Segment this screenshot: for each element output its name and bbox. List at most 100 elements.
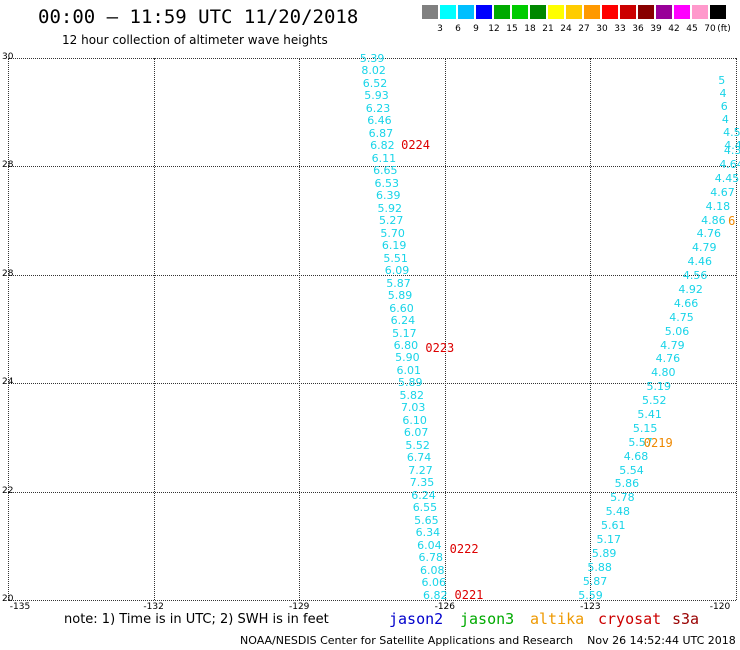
lat-tick-label: 28 (2, 160, 14, 171)
wave-height-value: 5.87 (386, 276, 411, 290)
wave-height-value: 4.56 (682, 269, 708, 283)
wave-height-value: 5.06 (664, 324, 690, 338)
legend-tick-label: 12 (488, 24, 500, 34)
wave-height-value: 6.52 (362, 76, 388, 90)
wave-height-value: 5.52 (641, 394, 667, 408)
legend-swatch (494, 5, 510, 19)
wave-height-value: 6.46 (367, 114, 392, 128)
lat-gridline (8, 383, 736, 385)
wave-height-value: 6.34 (415, 526, 441, 540)
wave-height-value: 6.65 (373, 164, 398, 178)
wave-height-value: 6.82 (422, 588, 448, 602)
wave-height-value: 5.89 (591, 546, 617, 560)
lat-gridline (8, 58, 736, 59)
wave-height-value: 5.27 (378, 214, 404, 228)
legend-swatch (548, 5, 564, 19)
lat-tick-label: 28 (2, 268, 14, 279)
wave-height-value: 5.65 (414, 513, 439, 527)
wave-height-value: 5.54 (619, 463, 644, 477)
lon-tick-label: -135 (9, 602, 31, 612)
wave-height-value: 4.92 (678, 283, 703, 297)
wave-height-value: 4.67 (710, 185, 735, 199)
pass-time-label: 0221 (454, 587, 484, 602)
pass-time-label: 0224 (401, 137, 431, 152)
wave-height-value: 5.17 (392, 326, 417, 340)
wave-height-value: 4 (719, 86, 727, 100)
lon-tick-label: -123 (580, 602, 601, 612)
wave-height-value: 6.11 (371, 151, 397, 165)
legend-tick-label: 45 (686, 24, 698, 34)
wave-height-value: 4.80 (651, 366, 676, 380)
wave-height-value: 6.78 (418, 551, 444, 565)
legend-tick-label: 18 (524, 24, 536, 34)
lon-tick-label: -129 (288, 602, 310, 612)
legend-tick-label: 9 (473, 24, 479, 34)
wave-height-value: 6.55 (412, 501, 438, 515)
legend-swatch (674, 5, 690, 19)
lon-tick-label: -120 (709, 602, 731, 612)
wave-height-value: 5.88 (587, 560, 612, 574)
lat-gridline (8, 274, 736, 276)
legend-tick-label: 39 (650, 24, 662, 34)
legend-tick-label: 3 (437, 24, 443, 34)
pass-time-label: 6 (728, 213, 736, 228)
lon-gridline (736, 58, 737, 600)
wave-height-value: 5.15 (632, 421, 658, 435)
wave-height-value: 6.39 (376, 189, 401, 203)
legend-swatch (458, 5, 474, 19)
wave-height-value: 4.76 (696, 227, 722, 241)
legend-tick-label: 6 (455, 24, 461, 34)
wave-height-value: 7.27 (408, 463, 433, 477)
wave-height-value: 4.75 (669, 310, 694, 324)
wave-height-value: 6.07 (403, 426, 429, 440)
wave-height-value: 6.60 (389, 301, 414, 315)
map-title: 00:00 – 11:59 UTC 11/20/2018 (38, 6, 359, 28)
wave-height-value: 5.92 (377, 201, 402, 215)
legend-swatch (638, 5, 654, 19)
wave-height-value: 5.51 (383, 251, 408, 265)
legend-tick-label: 33 (614, 24, 626, 34)
wave-height-value: 5.48 (605, 505, 631, 519)
legend-swatch (602, 5, 618, 19)
wave-height-value: 5.87 (582, 574, 608, 588)
wave-height-value: 6.53 (374, 176, 400, 190)
wave-height-value: 4.76 (655, 352, 681, 366)
wave-height-value: 5.52 (405, 438, 430, 452)
wave-height-value: 5 (718, 73, 726, 87)
lon-gridline (444, 58, 446, 600)
legend-swatch (710, 5, 726, 19)
legend-swatch (584, 5, 600, 19)
legend-tick-label: 70 (704, 24, 716, 34)
wave-height-value: 5.86 (614, 477, 640, 491)
lat-gridline (8, 166, 736, 168)
wave-height-value: 4.66 (673, 296, 699, 310)
wave-height-value: 7.03 (400, 401, 426, 415)
wave-height-value: 5.89 (398, 376, 423, 390)
wave-height-value: 4.64 (719, 158, 740, 172)
legend-swatch (566, 5, 582, 19)
wave-height-value: 5.90 (395, 351, 420, 365)
pass-time-label: 0222 (449, 541, 479, 556)
wave-height-value: 6 (720, 99, 728, 113)
wave-height-value: 6.80 (393, 339, 419, 352)
wave-height-value: 5.19 (646, 380, 672, 394)
wave-height-value: 4.68 (623, 449, 649, 463)
satellite-name-jason3: jason3 (460, 610, 515, 628)
wave-height-value: 5.59 (578, 588, 603, 602)
wave-height-value: 4.33 (723, 144, 740, 158)
legend-swatch (476, 5, 492, 19)
lon-gridline (153, 58, 155, 600)
pass-time-label: 0223 (425, 340, 455, 355)
satellite-name-altika: altika (530, 610, 585, 628)
wave-height-value: 5.61 (601, 519, 626, 533)
satellite-name-s3a: s3a (672, 610, 700, 628)
wave-height-value: 4.4 (724, 138, 740, 152)
wave-height-value: 5.41 (637, 408, 662, 422)
wave-height-value: 5.70 (380, 226, 405, 240)
wave-height-value: 5.89 (387, 289, 413, 303)
wave-height-value: 4.18 (705, 199, 731, 213)
wave-height-value: 4.45 (714, 171, 740, 185)
pass-time-label: 0219 (643, 435, 673, 450)
wave-height-value: 6.87 (368, 126, 394, 140)
